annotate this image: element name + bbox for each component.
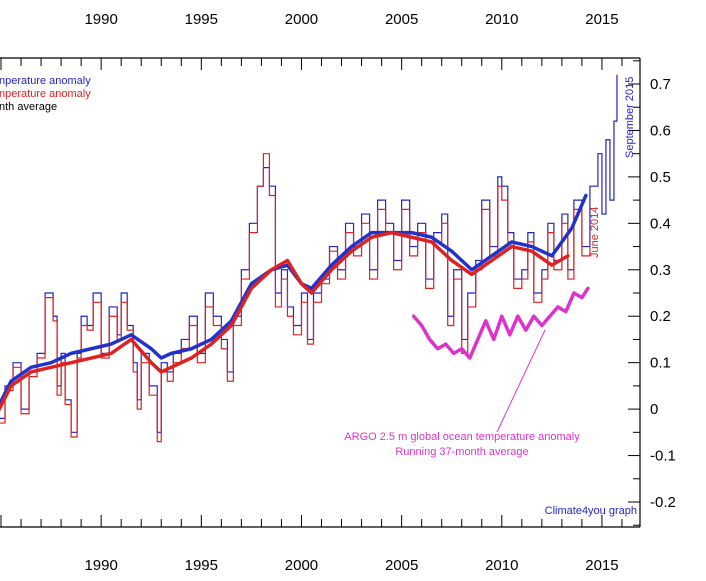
- y-tick-label: 0.5: [650, 169, 671, 186]
- legend-entry-red: nperature anomaly: [0, 88, 91, 100]
- legend-entry-blue: nperature anomaly: [0, 75, 91, 87]
- series-smooth-2: [0, 193, 588, 408]
- y-tick-label: 0.2: [650, 308, 671, 325]
- argo-pointer-line: [496, 329, 546, 433]
- y-tick-label: 0.4: [650, 215, 671, 232]
- x-tick-label-bottom: 2015: [585, 557, 618, 574]
- series-smooth-4: [411, 286, 590, 360]
- argo-label-line1: ARGO 2.5 m global ocean temperature anom…: [344, 431, 580, 443]
- x-tick-label-top: 2010: [485, 11, 518, 28]
- x-tick-label-top: 2000: [285, 11, 318, 28]
- y-tick-label: 0.7: [650, 76, 671, 93]
- y-tick-label: 0.3: [650, 262, 671, 279]
- x-tick-label-top: 1990: [84, 11, 117, 28]
- y-tick-label: 0: [650, 401, 658, 418]
- x-tick-label-bottom: 2005: [385, 557, 418, 574]
- argo-label-line2: Running 37-month average: [395, 446, 528, 458]
- credit-label: Climate4you graph: [545, 505, 637, 517]
- x-tick-label-bottom: 2010: [485, 557, 518, 574]
- legend-entry-black: nth average: [0, 101, 57, 113]
- y-tick-label: 0.1: [650, 355, 671, 372]
- x-tick-label-top: 1995: [185, 11, 218, 28]
- series-smooth-3: [0, 230, 570, 412]
- axis-ticks: [0, 58, 640, 527]
- legend: nperature anomaly nperature anomaly nth …: [0, 75, 91, 113]
- x-tick-labels-bottom: 1990 1995 2000 2005 2010 2015: [84, 557, 618, 574]
- y-tick-labels: -0.2 -0.1 0 0.1 0.2 0.3 0.4 0.5 0.6 0.7: [650, 76, 676, 511]
- annotation-september-2015: September 2015: [624, 77, 636, 158]
- x-tick-labels-top: 1990 1995 2000 2005 2010 2015: [84, 11, 618, 28]
- x-tick-label-bottom: 2000: [285, 557, 318, 574]
- x-tick-label-bottom: 1990: [84, 557, 117, 574]
- x-tick-label-top: 2015: [585, 11, 618, 28]
- series-layer: [0, 74, 618, 443]
- x-tick-label-bottom: 1995: [185, 557, 218, 574]
- y-tick-label: -0.1: [650, 448, 676, 465]
- y-tick-label: -0.2: [650, 494, 676, 511]
- y-tick-label: 0.6: [650, 122, 671, 139]
- series-line-1: [0, 153, 591, 443]
- annotation-june-2014: June 2014: [589, 207, 601, 258]
- x-tick-label-top: 2005: [385, 11, 418, 28]
